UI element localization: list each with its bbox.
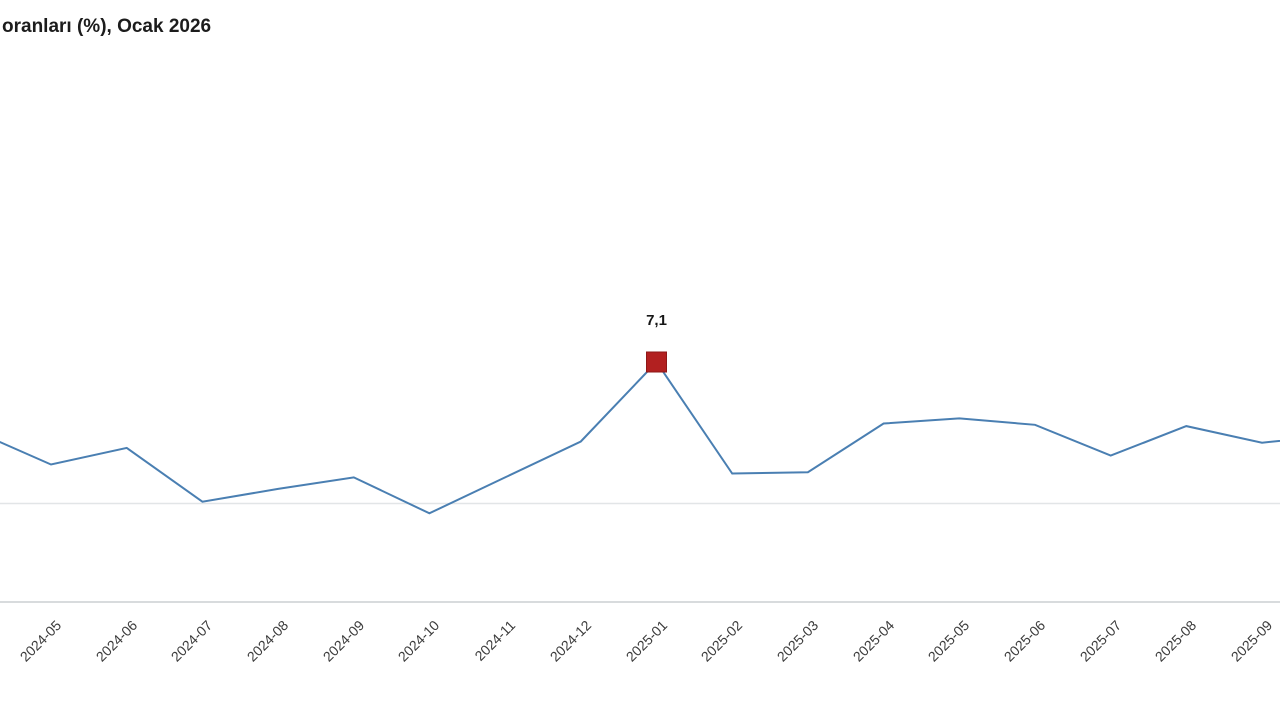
series-line [0,360,1280,515]
highlight-value-label: 7,1 [646,311,667,329]
chart-title: oranları (%), Ocak 2026 [2,16,212,37]
highlight-marker [646,351,667,373]
